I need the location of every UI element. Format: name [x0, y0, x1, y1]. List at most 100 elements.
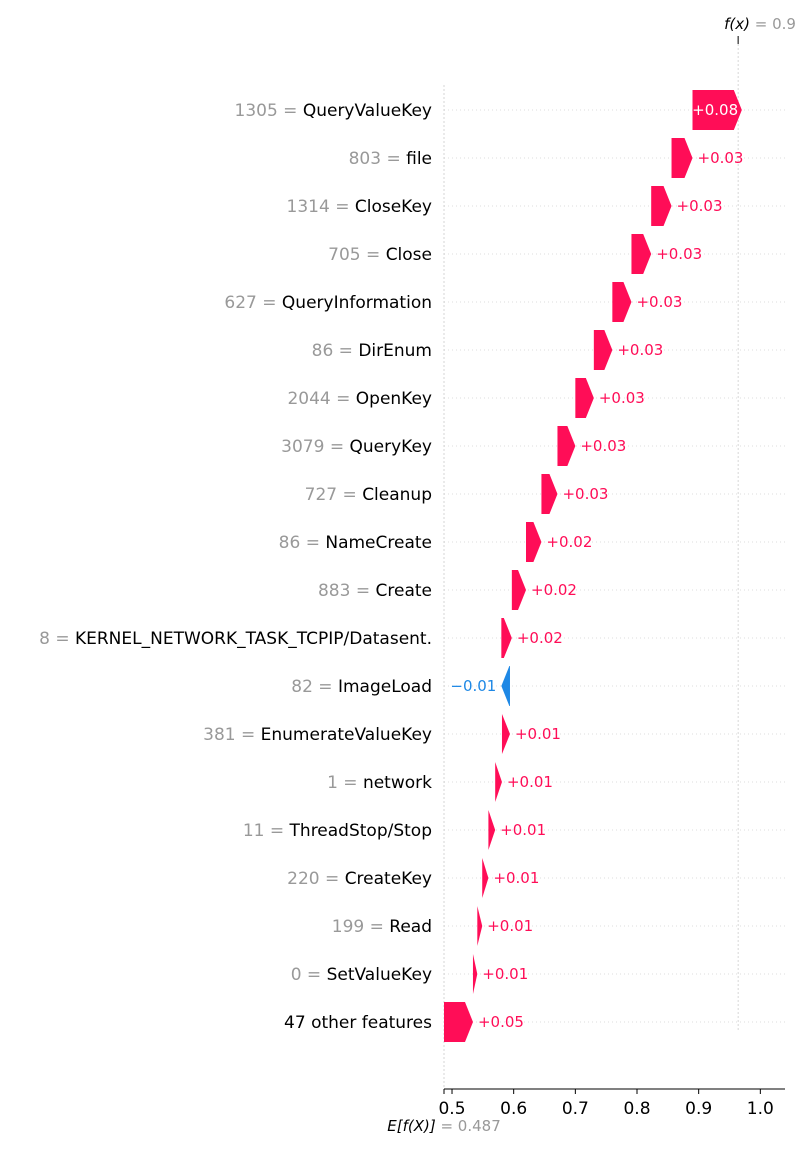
bar-value-label: −0.01 — [450, 677, 496, 695]
feature-name: CreateKey — [345, 869, 432, 889]
feature-value: 220 — [287, 869, 319, 889]
waterfall-bar — [692, 90, 742, 130]
feature-name: NameCreate — [325, 533, 432, 553]
feature-label: 883 = Create — [318, 581, 432, 601]
feature-value: 883 — [318, 581, 350, 601]
bar-value-label: +0.03 — [636, 293, 682, 311]
equals-sign: = — [333, 341, 358, 361]
bar-value-label: +0.03 — [698, 149, 744, 167]
fx-value-label: f(x) = 0.9 — [724, 15, 796, 33]
waterfall-bar — [501, 714, 510, 754]
waterfall-bar — [482, 858, 489, 898]
base-value-name: E[f(X)] — [387, 1117, 436, 1135]
bar-value-label: +0.01 — [500, 821, 546, 839]
feature-value: 86 — [312, 341, 334, 361]
bar-value-label: +0.03 — [599, 389, 645, 407]
x-tick-label: 0.7 — [562, 1099, 589, 1119]
waterfall-bar — [557, 426, 576, 466]
feature-value: 3079 — [281, 437, 324, 457]
equals-sign: = — [324, 437, 349, 457]
bar-value-label: +0.01 — [515, 725, 561, 743]
feature-value: 1314 — [287, 197, 330, 217]
equals-sign: = — [331, 389, 356, 409]
bar-value-label: +0.08 — [692, 101, 738, 119]
waterfall-bar — [444, 1002, 473, 1042]
equals-sign: = — [361, 245, 386, 265]
base-value-label: E[f(X)] = 0.487 — [387, 1117, 501, 1135]
feature-label: 627 = QueryInformation — [224, 293, 432, 313]
feature-value: 627 — [224, 293, 256, 313]
equals-sign: = — [337, 485, 362, 505]
equals-sign: = — [278, 101, 303, 121]
equals-sign: = — [364, 917, 389, 937]
feature-value: 705 — [328, 245, 360, 265]
feature-name: Cleanup — [362, 485, 432, 505]
feature-name: OpenKey — [356, 389, 432, 409]
feature-name: network — [363, 773, 432, 793]
bar-value-label: +0.01 — [507, 773, 553, 791]
base-value-number: = 0.487 — [436, 1117, 501, 1135]
feature-value: 86 — [279, 533, 301, 553]
bar-value-label: +0.05 — [478, 1013, 524, 1031]
bar-value-label: +0.02 — [517, 629, 563, 647]
equals-sign: = — [350, 581, 375, 601]
feature-value: 381 — [203, 725, 235, 745]
feature-label: 1314 = CloseKey — [287, 197, 432, 217]
equals-sign: = — [330, 197, 355, 217]
feature-label: 8 = KERNEL_NETWORK_TASK_TCPIP/Datasent. — [39, 629, 432, 649]
feature-name: ThreadStop/Stop — [289, 821, 432, 841]
waterfall-bar — [541, 474, 558, 514]
feature-name: DirEnum — [358, 341, 432, 361]
waterfall-bar — [651, 186, 672, 226]
waterfall-bar — [575, 378, 594, 418]
equals-sign: = — [236, 725, 261, 745]
feature-name: EnumerateValueKey — [261, 725, 432, 745]
feature-name: CloseKey — [355, 197, 432, 217]
feature-value: 8 — [39, 629, 50, 649]
waterfall-bar — [495, 762, 502, 802]
feature-label: 0 = SetValueKey — [291, 965, 432, 985]
feature-label: 1 = network — [327, 773, 432, 793]
waterfall-bar — [631, 234, 652, 274]
feature-value: 2044 — [287, 389, 330, 409]
feature-label: 2044 = OpenKey — [287, 389, 432, 409]
feature-label: 3079 = QueryKey — [281, 437, 432, 457]
bar-value-label: +0.03 — [656, 245, 702, 263]
feature-label: 727 = Cleanup — [305, 485, 432, 505]
bar-value-label: +0.03 — [580, 437, 626, 455]
feature-value: 1305 — [235, 101, 278, 121]
feature-label: 199 = Read — [332, 917, 432, 937]
feature-label: 86 = DirEnum — [312, 341, 432, 361]
feature-label: 86 = NameCreate — [279, 533, 432, 553]
x-tick-label: 0.8 — [623, 1099, 650, 1119]
feature-label: 1305 = QueryValueKey — [235, 101, 433, 121]
feature-label: 803 = file — [349, 149, 432, 169]
feature-value: 1 — [327, 773, 338, 793]
feature-label: 47 other features — [284, 1013, 432, 1033]
feature-label: 82 = ImageLoad — [291, 677, 432, 697]
feature-name: QueryKey — [350, 437, 433, 457]
feature-name: QueryValueKey — [303, 101, 432, 121]
equals-sign: = — [313, 677, 338, 697]
feature-name: Read — [389, 917, 432, 937]
feature-name: Create — [376, 581, 433, 601]
feature-value: 803 — [349, 149, 381, 169]
bar-value-label: +0.03 — [677, 197, 723, 215]
feature-label: 11 = ThreadStop/Stop — [243, 821, 432, 841]
equals-sign: = — [264, 821, 289, 841]
waterfall-bar — [501, 666, 510, 706]
bar-value-label: +0.02 — [531, 581, 577, 599]
waterfall-bar — [488, 810, 496, 850]
feature-label: 705 = Close — [328, 245, 432, 265]
equals-sign: = — [257, 293, 282, 313]
equals-sign: = — [320, 869, 345, 889]
bar-value-label: +0.03 — [562, 485, 608, 503]
waterfall-bar — [671, 138, 693, 178]
x-tick-label: 0.6 — [500, 1099, 527, 1119]
feature-name: Close — [386, 245, 432, 265]
feature-label: 381 = EnumerateValueKey — [203, 725, 432, 745]
fx-number: = 0.9 — [750, 15, 796, 33]
bar-value-label: +0.01 — [482, 965, 528, 983]
feature-name: KERNEL_NETWORK_TASK_TCPIP/Datasent. — [75, 629, 432, 649]
